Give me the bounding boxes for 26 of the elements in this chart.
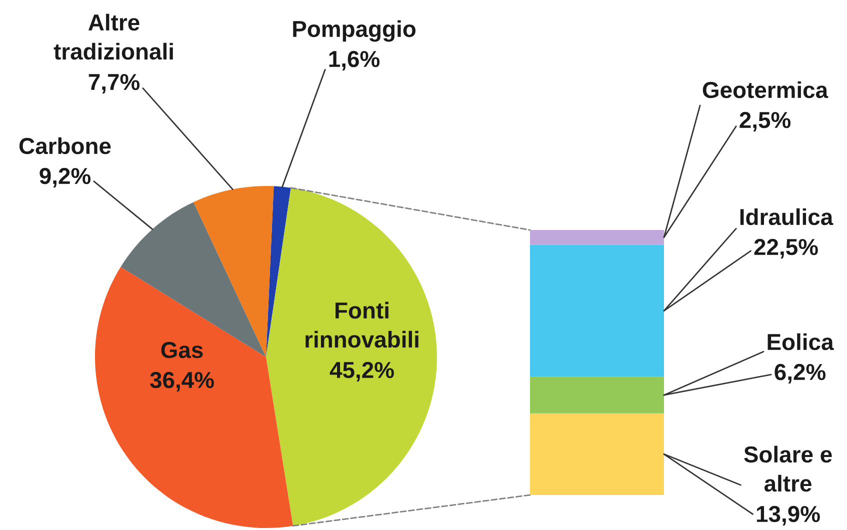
data-label: 22,5% <box>754 238 818 258</box>
slice-label: Gas <box>161 342 203 358</box>
pie-slice <box>266 188 437 526</box>
pie-slice <box>266 186 291 357</box>
slice-label: Fonti rinnovabili <box>306 302 418 348</box>
text: Geotermica <box>702 81 828 98</box>
pie-slice <box>120 202 266 357</box>
data-label: 2,5% <box>740 112 791 132</box>
data-label: 6,2% <box>774 364 826 384</box>
text: Solare e altre <box>744 446 832 492</box>
data-label: 13,9% <box>756 506 820 526</box>
data-label: 45,2% <box>330 362 394 382</box>
slice-label: Pompaggio <box>293 20 416 42</box>
slice-label: Carbone <box>19 137 111 154</box>
data-label: 1,6% <box>329 50 380 70</box>
bar <box>530 376 664 414</box>
bar <box>530 413 664 495</box>
data-label: 9,2% <box>40 168 91 188</box>
bar <box>530 244 664 377</box>
data-label: 36,4% <box>150 372 214 392</box>
pie-slice <box>95 266 294 528</box>
bar <box>530 230 664 245</box>
slice-label: Altre tradizionali <box>54 14 173 60</box>
text: Eolica <box>768 333 834 350</box>
text: Idraulica <box>740 208 834 226</box>
data-label: 7,7% <box>88 74 140 94</box>
